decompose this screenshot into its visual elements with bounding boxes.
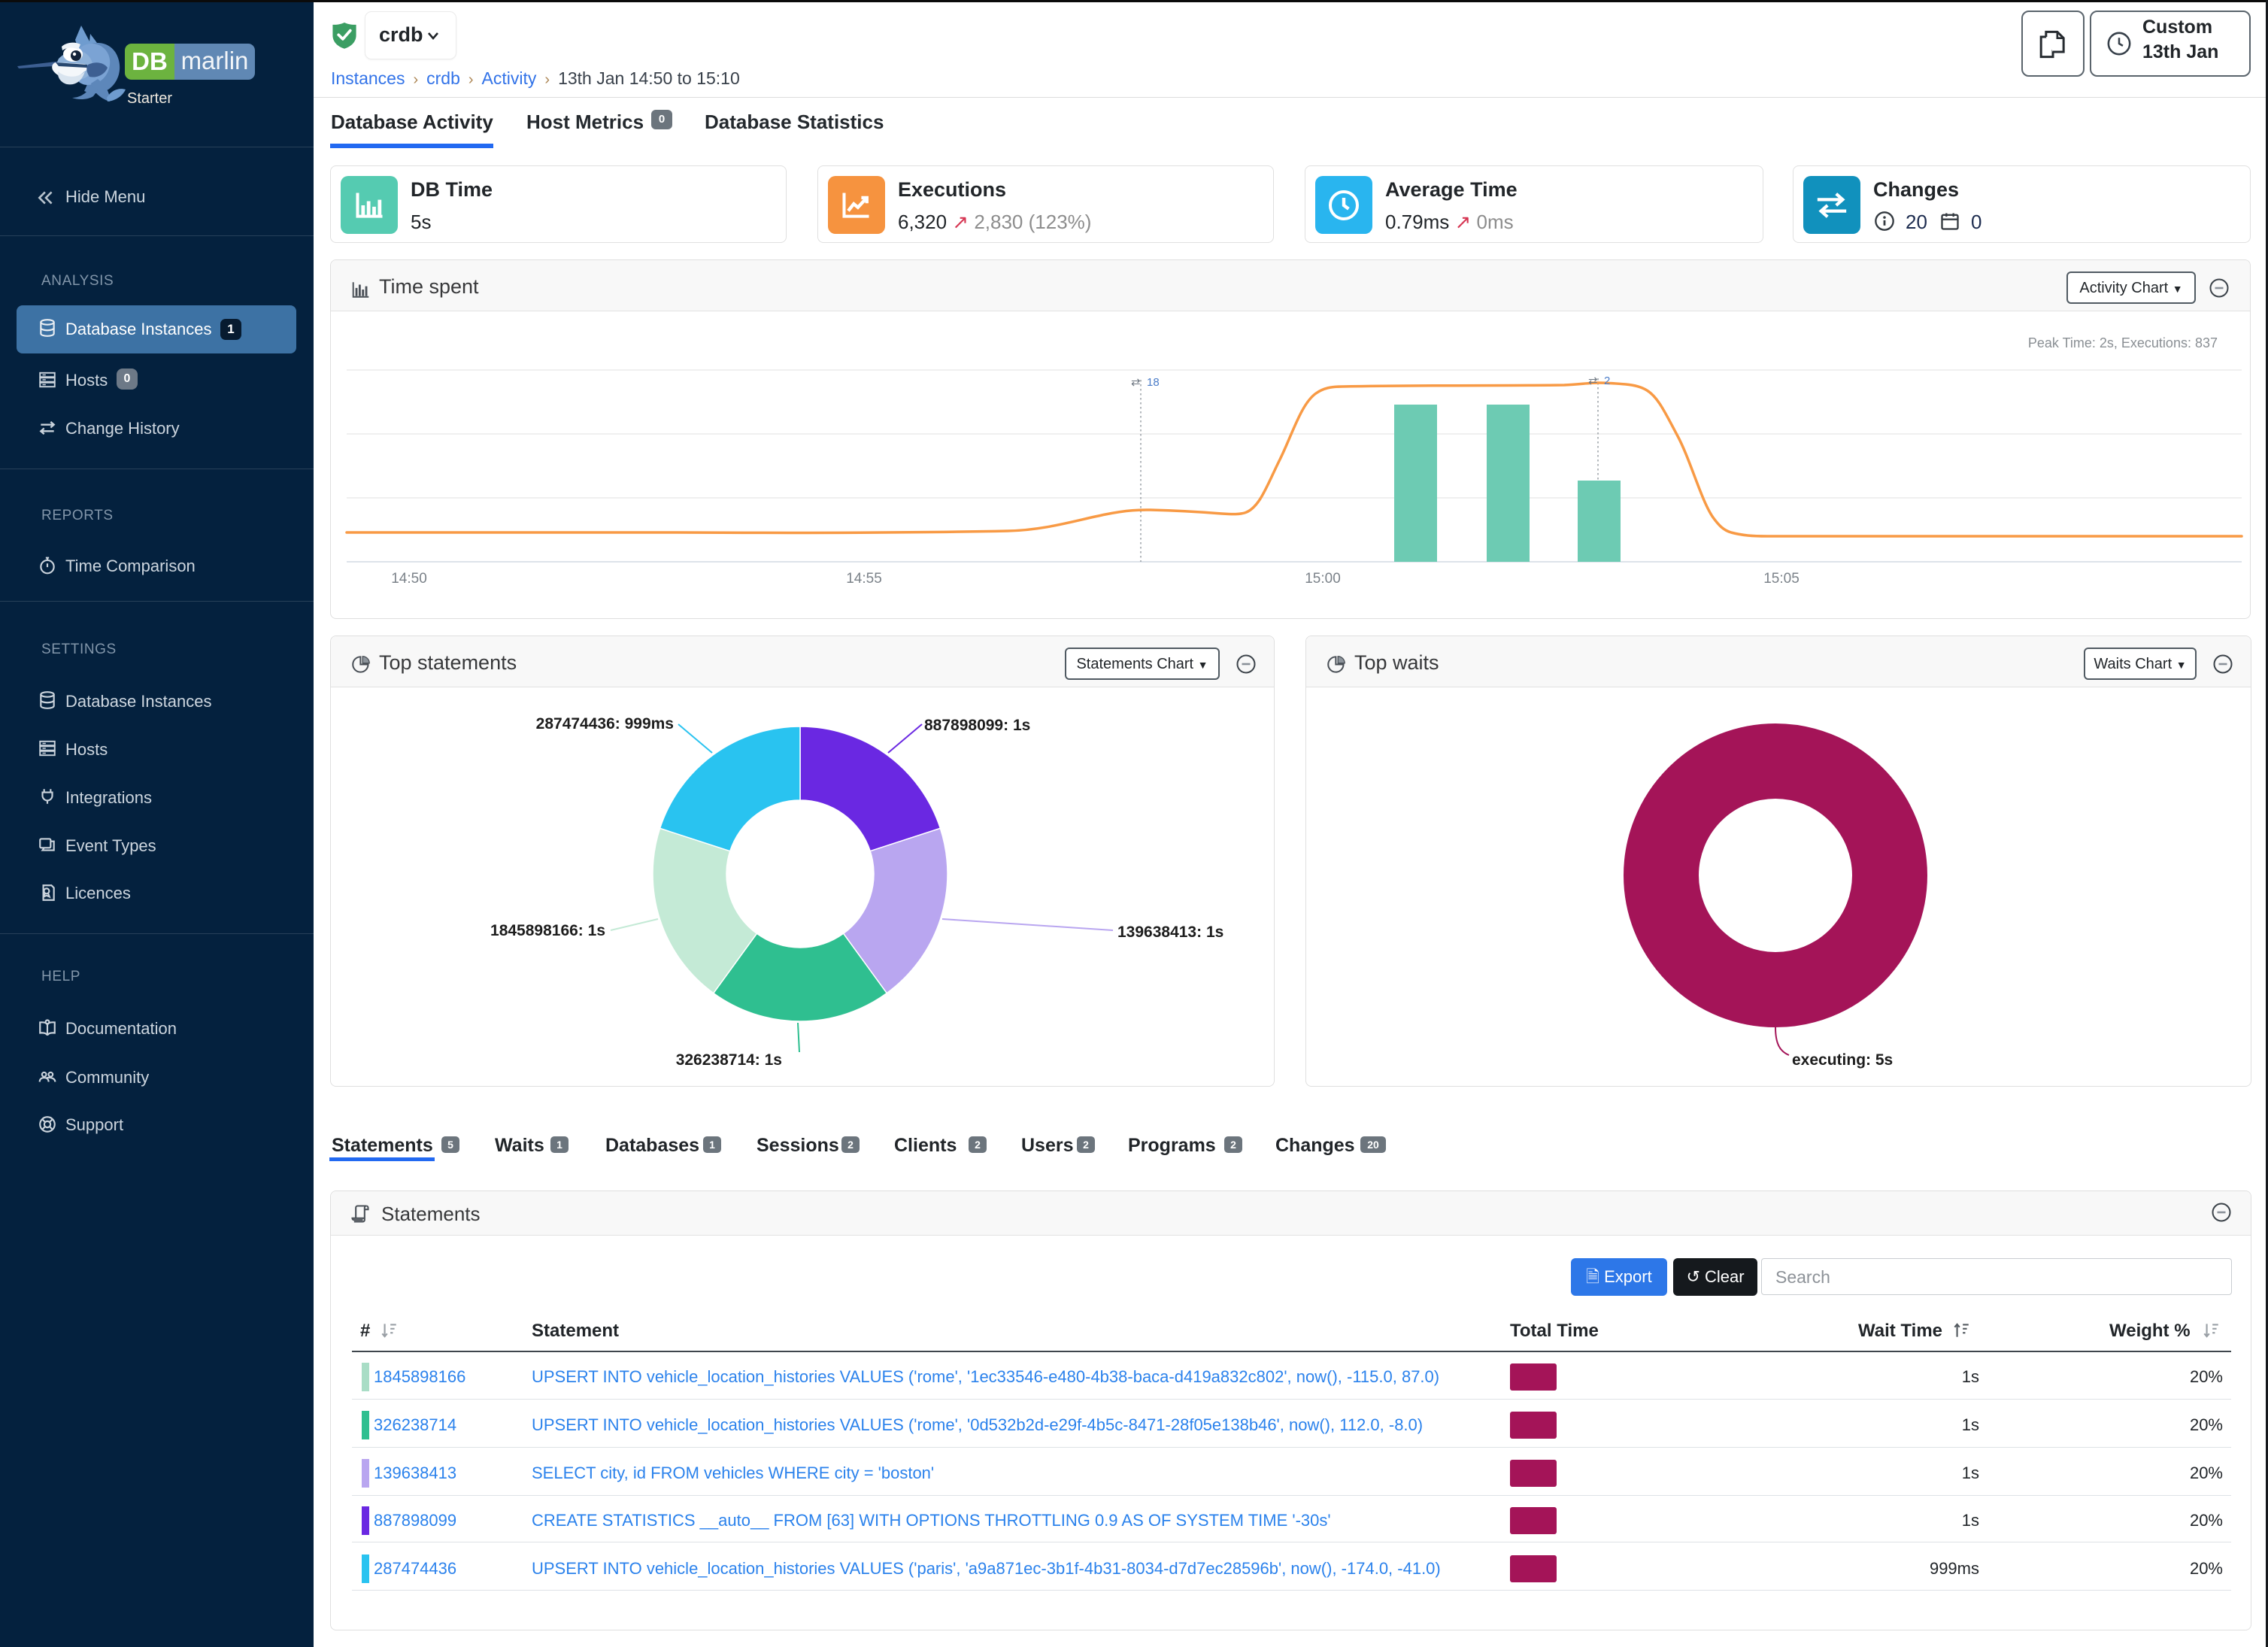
svg-text:287474436: 999ms: 287474436: 999ms xyxy=(536,715,674,733)
svg-text:15:00: 15:00 xyxy=(1305,571,1341,587)
svg-text:14:50: 14:50 xyxy=(391,571,427,587)
svg-text:326238714: 1s: 326238714: 1s xyxy=(676,1051,782,1069)
svg-text:2: 2 xyxy=(1604,375,1610,387)
svg-text:⇄: ⇄ xyxy=(1588,375,1598,387)
svg-text:15:05: 15:05 xyxy=(1763,571,1800,587)
svg-text:18: 18 xyxy=(1147,376,1160,389)
svg-text:1845898166: 1s: 1845898166: 1s xyxy=(490,922,605,939)
svg-text:14:55: 14:55 xyxy=(846,571,882,587)
svg-text:887898099: 1s: 887898099: 1s xyxy=(924,717,1030,734)
svg-text:139638413: 1s: 139638413: 1s xyxy=(1117,924,1223,941)
svg-text:⇄: ⇄ xyxy=(1131,376,1141,389)
svg-text:executing: 5s: executing: 5s xyxy=(1792,1051,1893,1069)
